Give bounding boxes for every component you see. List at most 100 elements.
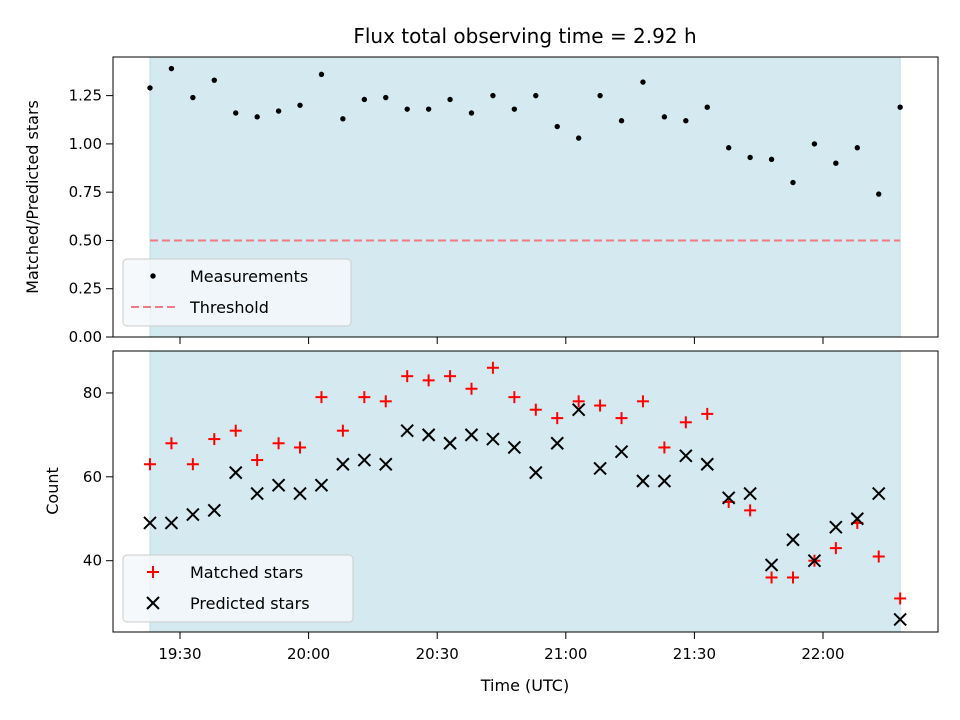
matched-stars-point — [894, 592, 907, 605]
measurement-point — [383, 94, 389, 101]
predicted-stars-point — [657, 474, 672, 488]
measurement-point — [876, 191, 882, 197]
predicted-stars-point — [250, 486, 264, 501]
measurement-point — [447, 96, 453, 103]
predicted-stars-point — [186, 507, 200, 522]
measurement-point — [747, 154, 753, 161]
matched-stars-point — [143, 458, 156, 471]
legend-threshold-label: Threshold — [189, 298, 269, 317]
legend-matched-label: Matched stars — [190, 563, 303, 582]
predicted-stars-point — [379, 457, 393, 471]
matched-stars-point — [186, 458, 199, 471]
bottom-legend-box — [122, 554, 354, 623]
x-axis-label: Time (UTC) — [480, 676, 569, 695]
matched-stars-point — [744, 504, 757, 517]
measurement-point — [297, 102, 303, 108]
predicted-stars-point — [679, 449, 693, 463]
measurement-point — [318, 71, 325, 78]
predicted-stars-point — [464, 428, 479, 442]
predicted-stars-point — [721, 491, 736, 505]
predicted-stars-point — [336, 457, 350, 471]
matched-stars-point — [679, 416, 692, 429]
legend-measurements-marker — [150, 273, 156, 279]
matched-stars-point — [465, 382, 478, 395]
top-plot-frame — [112, 56, 939, 338]
predicted-stars-point — [400, 423, 414, 438]
matched-stars-point — [658, 441, 671, 454]
matched-stars-point — [615, 412, 628, 425]
matched-stars-point — [315, 391, 328, 404]
measurement-point — [168, 65, 175, 72]
legend-predicted-marker — [146, 596, 160, 610]
matched-stars-point — [508, 391, 521, 404]
matched-stars-point — [336, 424, 349, 437]
predicted-stars-point — [143, 516, 157, 530]
measurement-point — [554, 123, 560, 130]
measurement-point — [275, 108, 282, 114]
predicted-stars-point — [550, 436, 564, 450]
top-legend-box — [122, 258, 352, 327]
measurement-point — [190, 94, 196, 101]
predicted-stars-point — [786, 533, 800, 547]
legend-matched-marker — [147, 566, 159, 578]
matched-stars-point — [229, 424, 242, 437]
top-y-tick-label: 0.25 — [69, 280, 102, 298]
top-y-tick-label: 0.75 — [69, 183, 102, 201]
predicted-stars-point — [893, 612, 907, 627]
matched-stars-point — [401, 370, 414, 383]
measurement-point — [661, 114, 668, 120]
predicted-stars-point — [164, 516, 179, 530]
matched-stars-point — [422, 374, 435, 387]
bottom-y-tick-label: 40 — [83, 552, 102, 570]
measurement-point — [575, 135, 582, 141]
measurement-point — [725, 145, 732, 151]
top-y-tick-label: 1.00 — [69, 135, 102, 153]
measurement-point — [597, 92, 603, 99]
measurement-point — [768, 156, 775, 163]
bottom-panel: 40 60 80 19:30 20:00 20:30 21:00 21:30 22:00 Co… — [43, 350, 939, 695]
measurement-point — [233, 110, 239, 116]
predicted-stars-point — [507, 440, 522, 455]
bottom-y-tick-label: 60 — [83, 468, 102, 486]
measurement-point — [854, 145, 860, 151]
x-tick-label: 20:30 — [416, 645, 459, 663]
matched-stars-point — [294, 441, 307, 454]
predicted-stars-point — [314, 478, 329, 492]
measurement-point — [618, 118, 625, 124]
predicted-stars-point — [486, 432, 500, 446]
bottom-y-axis-label: Count — [43, 467, 62, 515]
top-legend: Measurements Threshold — [122, 258, 352, 327]
matched-stars-point — [701, 407, 714, 420]
measurement-point — [147, 85, 153, 91]
measurement-point — [490, 92, 496, 99]
x-tick-label: 22:00 — [801, 645, 844, 663]
x-tick-label: 19:30 — [158, 645, 201, 663]
matched-stars-point — [272, 437, 285, 450]
predicted-stars-point — [614, 444, 629, 459]
predicted-stars-point — [357, 453, 372, 467]
measurement-point — [790, 179, 796, 186]
predicted-stars-point — [443, 436, 457, 450]
predicted-stars-point — [529, 465, 543, 480]
predicted-stars-point — [700, 457, 714, 471]
measurement-point — [404, 106, 410, 112]
top-y-tick-label: 0.50 — [69, 231, 102, 249]
x-tick-label: 21:30 — [673, 645, 716, 663]
top-y-tick-label: 0.00 — [69, 328, 102, 346]
legend-measurements-label: Measurements — [190, 267, 308, 286]
matched-stars-point — [829, 542, 842, 555]
matched-stars-point — [251, 454, 264, 467]
matched-stars-point — [444, 370, 457, 383]
top-y-axis-label: Matched/Predicted stars — [23, 100, 42, 294]
predicted-stars-point — [421, 428, 436, 442]
predicted-stars-point — [571, 403, 586, 417]
measurement-point — [533, 92, 539, 99]
matched-stars-point — [486, 361, 499, 374]
measurement-point — [254, 114, 260, 120]
legend-predicted-label: Predicted stars — [190, 594, 310, 613]
matched-stars-point — [636, 395, 649, 408]
matched-stars-point — [379, 395, 392, 408]
top-panel: 0.00 0.25 0.50 0.75 1.00 1.25 Matched/Predict… — [23, 56, 939, 346]
chart-title: Flux total observing time = 2.92 h — [353, 24, 696, 48]
